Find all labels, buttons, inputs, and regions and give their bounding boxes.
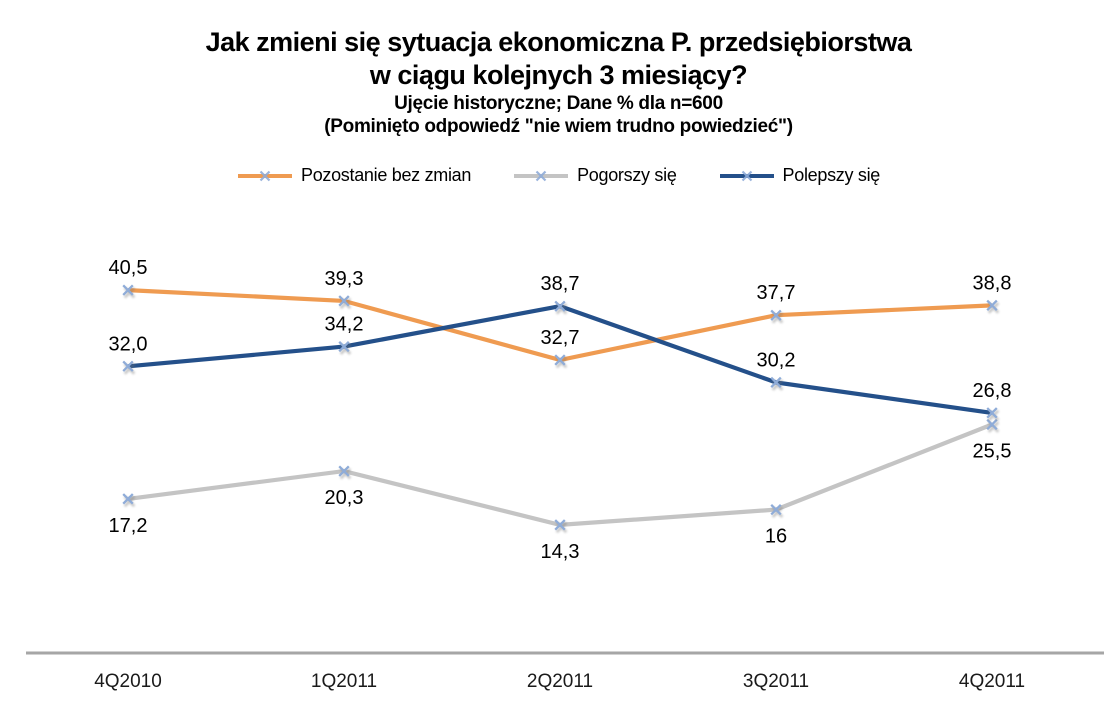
svg-text:30,2: 30,2 [757,349,796,371]
chart-title-block: Jak zmieni się sytuacja ekonomiczna P. p… [0,26,1117,138]
svg-text:38,7: 38,7 [541,273,580,295]
legend-item: Pogorszy się [513,165,677,186]
svg-text:38,8: 38,8 [973,272,1012,294]
legend-item-label: Pogorszy się [577,165,677,185]
legend-swatch-line-icon [237,170,292,181]
legend: Pozostanie bez zmian Pogorszy się Polepszy… [0,165,1117,186]
legend-item-label: Pozostanie bez zmian [300,165,472,185]
svg-text:4Q2011: 4Q2011 [959,671,1025,692]
legend-item-label: Polepszy się [782,165,881,185]
svg-text:4Q2010: 4Q2010 [94,671,162,692]
svg-text:39,3: 39,3 [325,268,364,290]
chart-title-line-2: w ciągu kolejnych 3 miesiący? [369,60,748,90]
svg-text:16: 16 [765,526,787,548]
svg-text:26,8: 26,8 [973,380,1012,402]
svg-text:37,7: 37,7 [757,282,796,304]
svg-text:34,2: 34,2 [325,314,364,336]
legend-item: Polepszy się [719,165,880,186]
legend-swatch-line-icon [719,170,774,181]
legend-swatch-line-icon [514,170,569,181]
svg-text:32,7: 32,7 [541,327,580,349]
svg-text:40,5: 40,5 [109,257,148,279]
svg-text:2Q2011: 2Q2011 [527,671,593,692]
svg-text:32,0: 32,0 [109,333,148,355]
chart-title-line-1: Jak zmieni się sytuacja ekonomiczna P. p… [205,27,912,57]
chart-subtitle-line-1: Ujęcie historyczne; Dane % dla n=600 [394,93,723,114]
svg-text:1Q2011: 1Q2011 [311,671,377,692]
svg-text:20,3: 20,3 [325,487,364,509]
svg-text:14,3: 14,3 [541,541,580,563]
chart-subtitle-line-2: (Pominięto odpowiedź "nie wiem trudno po… [324,116,793,137]
legend-item: Pozostanie bez zmian [237,165,471,186]
svg-text:25,5: 25,5 [973,441,1012,463]
svg-text:3Q2011: 3Q2011 [743,671,809,692]
svg-text:17,2: 17,2 [109,515,148,537]
